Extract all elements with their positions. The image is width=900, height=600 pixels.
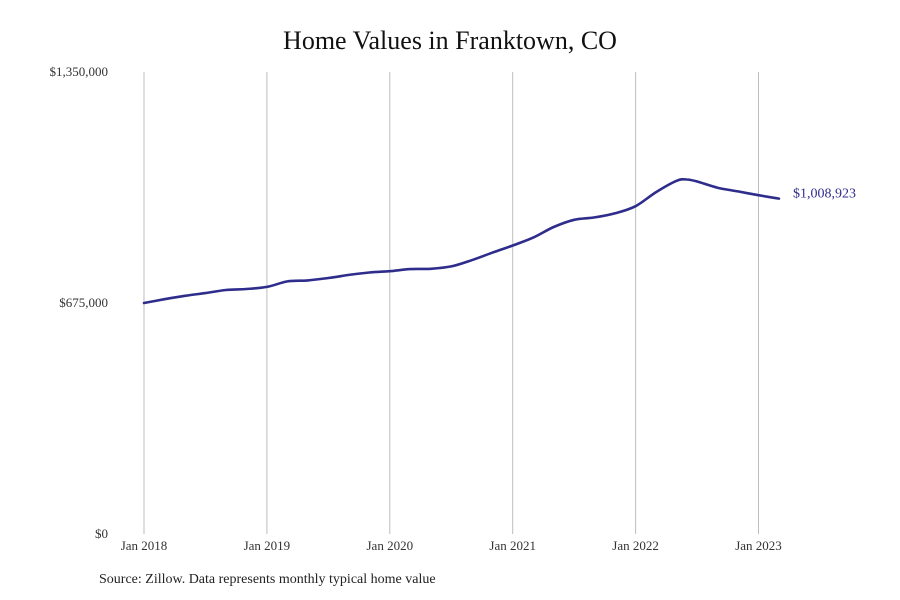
y-tick-label: $675,000 [59, 295, 108, 310]
x-tick-label: Jan 2022 [612, 538, 659, 553]
grid-lines [143, 72, 759, 534]
x-tick-label: Jan 2020 [367, 538, 414, 553]
series-layer [142, 177, 781, 305]
y-axis-ticks: $0 $675,000 $1,350,000 [50, 64, 109, 541]
series-line [142, 177, 781, 305]
source-note: Source: Zillow. Data represents monthly … [99, 572, 436, 587]
chart-title: Home Values in Franktown, CO [283, 26, 617, 55]
x-tick-label: Jan 2019 [244, 538, 291, 553]
x-tick-label: Jan 2021 [489, 538, 536, 553]
end-label-layer: $1,008,923 [793, 187, 856, 202]
x-tick-label: Jan 2023 [735, 538, 782, 553]
x-tick-label: Jan 2018 [121, 538, 168, 553]
x-axis-ticks: Jan 2018 Jan 2019 Jan 2020 Jan 2021 Jan 2022… [121, 538, 782, 553]
y-tick-label: $1,350,000 [50, 64, 109, 79]
end-value-label: $1,008,923 [793, 187, 856, 202]
y-tick-label: $0 [95, 526, 108, 541]
